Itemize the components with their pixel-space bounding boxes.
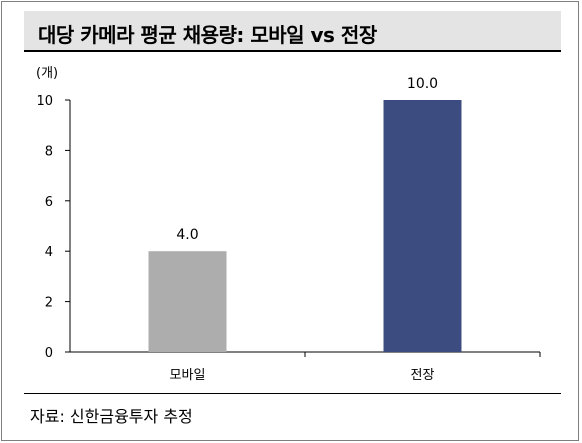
- bar: [383, 100, 462, 352]
- source-note: 자료: 신한금융투자 추정: [30, 407, 193, 426]
- y-axis-unit: (개): [36, 66, 59, 81]
- title-bar: 대당 카메라 평균 채용량: 모바일 vs 전장: [24, 11, 561, 52]
- bar: [148, 251, 227, 352]
- chart-title: 대당 카메라 평균 채용량: 모바일 vs 전장: [38, 23, 377, 47]
- x-tick-label: 전장: [411, 368, 435, 383]
- x-tick-label: 모바일: [170, 368, 206, 383]
- data-label: 10.0: [407, 76, 438, 92]
- data-label: 4.0: [176, 227, 198, 243]
- y-tick-label: 4: [45, 245, 53, 260]
- y-tick-label: 8: [45, 144, 53, 159]
- y-tick-label: 2: [45, 296, 53, 311]
- y-tick-label: 10: [36, 94, 53, 109]
- bottom-rule: [24, 393, 561, 394]
- y-tick-label: 6: [45, 195, 53, 210]
- y-tick-label: 0: [45, 346, 53, 361]
